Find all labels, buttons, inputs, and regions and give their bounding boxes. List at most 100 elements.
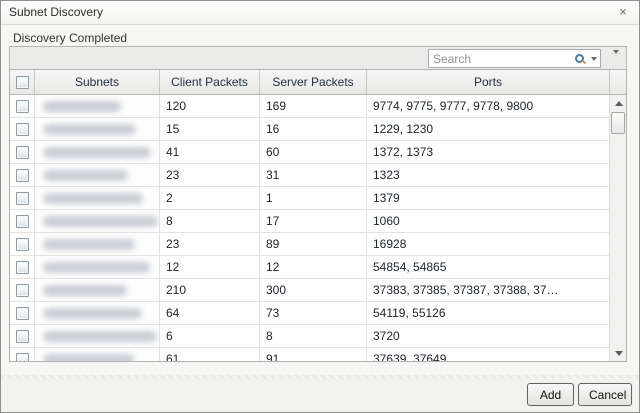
row-checkbox[interactable] — [15, 352, 29, 361]
server-packets-cell: 169 — [260, 95, 367, 117]
scrollbar-thumb[interactable] — [611, 112, 625, 134]
table-row[interactable]: 12 12 54854, 54865 — [10, 256, 609, 279]
ports-cell: 9774, 9775, 9777, 9778, 9800 — [373, 99, 534, 113]
column-header-ports[interactable]: Ports — [367, 70, 610, 94]
server-packets-cell: 16 — [260, 118, 367, 140]
arrow-down-icon — [614, 351, 623, 356]
row-checkbox-cell — [10, 233, 35, 255]
blurred-subnet-value — [43, 308, 142, 319]
table-row[interactable]: 15 16 1229, 1230 — [10, 118, 609, 141]
row-checkbox[interactable] — [15, 237, 29, 251]
search-options-caret-icon[interactable] — [591, 56, 597, 61]
client-packets-cell: 12 — [160, 256, 260, 278]
chevron-down-icon — [613, 50, 619, 71]
row-checkbox[interactable] — [15, 306, 29, 320]
subnet-cell — [35, 256, 160, 278]
ports-cell: 37383, 37385, 37387, 37388, 37… — [373, 283, 559, 297]
row-checkbox[interactable] — [15, 283, 29, 297]
blurred-subnet-value — [43, 216, 158, 227]
server-packets-cell: 73 — [260, 302, 367, 324]
subnet-cell — [35, 279, 160, 301]
ports-cell: 54854, 54865 — [373, 260, 447, 274]
status-text: Discovery Completed — [13, 31, 128, 45]
table-row[interactable]: 23 31 1323 — [10, 164, 609, 187]
row-checkbox-cell — [10, 348, 35, 361]
row-checkbox[interactable] — [15, 122, 29, 136]
subnet-cell — [35, 210, 160, 232]
table-row[interactable]: 210 300 37383, 37385, 37387, 37388, 37… — [10, 279, 609, 302]
server-packets-cell: 91 — [260, 348, 367, 361]
client-packets-cell: 23 — [160, 164, 260, 186]
scroll-down-button[interactable] — [610, 345, 627, 361]
blurred-subnet-value — [43, 331, 157, 342]
dialog-footer: Add Cancel — [1, 375, 639, 412]
ports-cell: 1060 — [373, 214, 400, 228]
server-packets-cell: 89 — [260, 233, 367, 255]
search-box — [428, 49, 619, 71]
table-row[interactable]: 61 91 37639, 37649 — [10, 348, 609, 361]
ports-cell: 1379 — [373, 191, 400, 205]
table-row[interactable]: 120 169 9774, 9775, 9777, 9778, 9800 — [10, 95, 609, 118]
server-packets-cell: 1 — [260, 187, 367, 209]
select-all-checkbox[interactable] — [15, 75, 29, 89]
row-checkbox[interactable] — [15, 145, 29, 159]
row-checkbox-cell — [10, 141, 35, 163]
blurred-subnet-value — [43, 239, 135, 250]
row-checkbox[interactable] — [15, 214, 29, 228]
client-packets-cell: 41 — [160, 141, 260, 163]
row-checkbox-cell — [10, 210, 35, 232]
table-header-row: Subnets Client Packets Server Packets Po… — [10, 70, 626, 95]
close-icon[interactable]: × — [619, 4, 627, 19]
row-checkbox[interactable] — [15, 191, 29, 205]
row-checkbox[interactable] — [15, 260, 29, 274]
subnet-cell — [35, 164, 160, 186]
server-packets-cell: 17 — [260, 210, 367, 232]
table-row[interactable]: 6 8 3720 — [10, 325, 609, 348]
titlebar: Subnet Discovery × — [1, 1, 639, 25]
subnet-cell — [35, 141, 160, 163]
table-row[interactable]: 2 1 1379 — [10, 187, 609, 210]
ports-cell: 54119, 55126 — [373, 306, 446, 320]
row-checkbox[interactable] — [15, 168, 29, 182]
add-button[interactable]: Add — [527, 383, 574, 406]
subnet-cell — [35, 302, 160, 324]
subnet-cell — [35, 348, 160, 361]
client-packets-cell: 210 — [160, 279, 260, 301]
client-packets-cell: 120 — [160, 95, 260, 117]
blurred-subnet-value — [43, 147, 151, 158]
subnet-cell — [35, 187, 160, 209]
select-all-header-cell — [10, 70, 35, 94]
search-input[interactable] — [433, 50, 563, 67]
subnet-cell — [35, 325, 160, 347]
find-panel — [9, 46, 627, 71]
table-row[interactable]: 41 60 1372, 1373 — [10, 141, 609, 164]
ports-cell: 1229, 1230 — [373, 122, 434, 136]
row-checkbox-cell — [10, 164, 35, 186]
scroll-up-button[interactable] — [610, 95, 627, 111]
client-packets-cell: 6 — [160, 325, 260, 347]
row-checkbox-cell — [10, 279, 35, 301]
cancel-button[interactable]: Cancel — [578, 383, 632, 406]
vertical-scrollbar[interactable] — [609, 95, 626, 361]
column-header-subnets[interactable]: Subnets — [35, 70, 160, 94]
row-checkbox[interactable] — [15, 329, 29, 343]
ports-cell: 16928 — [373, 237, 407, 251]
column-header-server-packets[interactable]: Server Packets — [260, 70, 367, 94]
column-chooser-icon[interactable] — [606, 50, 622, 71]
table-body: 120 169 9774, 9775, 9777, 9778, 9800 15 … — [10, 95, 609, 361]
table-row[interactable]: 64 73 54119, 55126 — [10, 302, 609, 325]
table-row[interactable]: 8 17 1060 — [10, 210, 609, 233]
subnet-cell — [35, 118, 160, 140]
blurred-subnet-value — [43, 124, 136, 135]
table-row[interactable]: 23 89 16928 — [10, 233, 609, 256]
window-title: Subnet Discovery — [9, 5, 104, 19]
client-packets-cell: 64 — [160, 302, 260, 324]
row-checkbox[interactable] — [15, 99, 29, 113]
search-icon — [575, 54, 584, 63]
column-header-client-packets[interactable]: Client Packets — [160, 70, 260, 94]
subnet-table: Subnets Client Packets Server Packets Po… — [9, 69, 627, 362]
client-packets-cell: 15 — [160, 118, 260, 140]
blurred-subnet-value — [43, 170, 128, 181]
client-packets-cell: 8 — [160, 210, 260, 232]
